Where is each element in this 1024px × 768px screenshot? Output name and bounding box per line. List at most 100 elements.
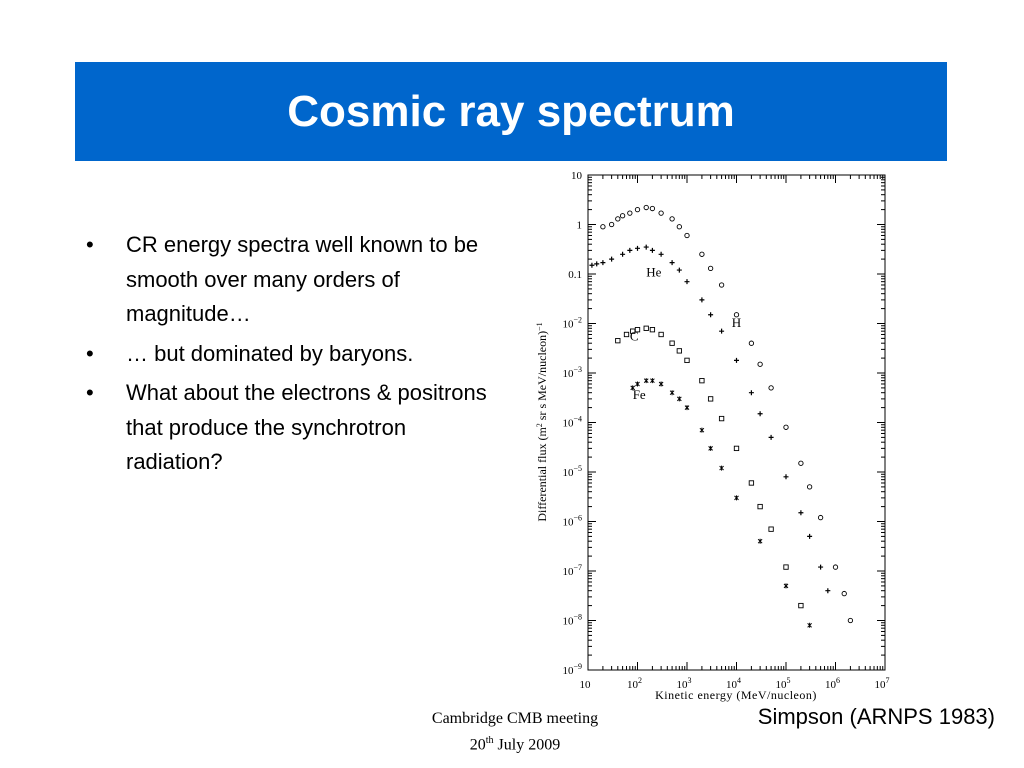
- data-point-he: [649, 247, 655, 253]
- bullet-icon: •: [86, 340, 94, 366]
- data-point-c: [615, 338, 621, 344]
- y-axis-label-part: sr s MeV/nucleon): [535, 331, 549, 423]
- y-tick-exponent: −9: [573, 662, 582, 671]
- data-point-fe: [807, 622, 812, 628]
- y-tick-exponent: −8: [573, 613, 582, 622]
- footer-date-rest: July 2009: [493, 736, 561, 754]
- data-point-h: [684, 232, 690, 239]
- footer-date-day: 20: [469, 736, 486, 754]
- y-tick-base: 10: [562, 616, 574, 628]
- bullet-item: • CR energy spectra well known to be smo…: [86, 228, 496, 332]
- data-point-c: [718, 415, 725, 422]
- series-label-c: C: [630, 329, 639, 344]
- y-tick-base: 1: [577, 220, 583, 232]
- bullet-icon: •: [86, 232, 94, 257]
- x-tick-label: 106: [825, 676, 840, 691]
- data-point-h: [806, 484, 813, 490]
- y-tick-base: 10: [562, 517, 574, 529]
- data-point-h: [669, 216, 675, 222]
- y-axis-label: Differential flux (m2 sr s MeV/nucleon)−…: [535, 322, 550, 521]
- data-point-h: [658, 210, 664, 216]
- bullet-text: CR energy spectra well known to be smoot…: [126, 232, 479, 326]
- data-point-h: [832, 564, 839, 570]
- data-point-fe: [783, 583, 789, 589]
- y-axis-label-part: Differential flux (m: [535, 427, 549, 522]
- data-point-he: [589, 262, 595, 268]
- data-point-he: [757, 411, 763, 417]
- data-point-h: [768, 385, 774, 391]
- x-tick-label: 102: [627, 676, 642, 691]
- data-point-h: [699, 251, 705, 257]
- data-point-c: [768, 526, 774, 532]
- data-point-fe: [676, 396, 682, 402]
- data-point-he: [768, 434, 774, 440]
- data-point-c: [798, 602, 804, 609]
- data-point-he: [807, 533, 813, 539]
- data-point-he: [627, 247, 633, 253]
- y-tick-base: 10: [562, 467, 574, 479]
- data-point-h: [841, 590, 847, 597]
- data-point-h: [649, 205, 656, 212]
- data-point-he: [699, 297, 705, 303]
- bullet-list: • CR energy spectra well known to be smo…: [86, 228, 496, 485]
- data-point-he: [609, 256, 615, 262]
- y-axis-label-sup: 2: [535, 423, 544, 427]
- data-point-he: [620, 251, 626, 257]
- data-point-h: [634, 206, 641, 213]
- y-tick-exponent: −4: [573, 415, 582, 424]
- data-point-he: [798, 510, 804, 516]
- data-point-h: [619, 213, 626, 219]
- plot-frame: [587, 174, 886, 671]
- y-tick-label: 10: [571, 170, 583, 182]
- y-tick-exponent: −3: [573, 365, 582, 374]
- data-point-he: [643, 244, 649, 250]
- data-point-c: [658, 331, 664, 338]
- data-point-h: [733, 312, 740, 318]
- bullet-icon: •: [86, 380, 94, 405]
- data-point-he: [669, 260, 675, 266]
- y-tick-base: 10: [562, 665, 574, 677]
- bullet-text: What about the electrons & positrons tha…: [126, 380, 487, 474]
- footer-date: 20th July 2009: [360, 730, 670, 756]
- data-point-fe: [708, 445, 713, 451]
- data-point-fe: [658, 381, 664, 387]
- bullet-text: … but dominated by baryons.: [126, 340, 414, 366]
- x-tick-base: 10: [776, 679, 788, 691]
- axis-ticks: [587, 175, 885, 671]
- data-point-fe: [635, 381, 640, 387]
- y-tick-base: 10: [571, 170, 583, 182]
- bullet-item: • … but dominated by baryons.: [86, 337, 496, 372]
- data-point-h: [627, 210, 633, 216]
- data-point-he: [594, 261, 600, 267]
- x-tick-exponent: 7: [886, 676, 890, 685]
- x-tick-exponent: 6: [836, 676, 840, 685]
- x-tick-label: 10: [580, 679, 592, 691]
- slide-title: Cosmic ray spectrum: [287, 86, 735, 136]
- series-label-he: He: [646, 264, 661, 279]
- data-point-c: [733, 445, 740, 452]
- data-point-he: [676, 267, 682, 273]
- y-tick-label: 10−7: [562, 563, 582, 578]
- data-point-he: [658, 251, 664, 257]
- y-tick-base: 10: [562, 418, 574, 430]
- data-point-h: [783, 424, 789, 430]
- x-tick-base: 10: [677, 679, 689, 691]
- x-axis-label: Kinetic energy (MeV/nucleon): [655, 688, 817, 702]
- data-point-c: [634, 327, 641, 333]
- data-point-c: [649, 327, 656, 333]
- x-tick-label: 104: [726, 676, 741, 691]
- y-tick-label: 10−9: [562, 662, 582, 677]
- data-point-fe: [699, 427, 705, 433]
- y-tick-base: 10: [562, 368, 574, 380]
- data-point-h: [748, 340, 755, 346]
- y-tick-label: 10−3: [562, 365, 582, 380]
- data-point-c: [707, 396, 714, 402]
- data-point-h: [718, 282, 725, 288]
- data-point-he: [684, 279, 690, 285]
- data-point-c: [757, 503, 763, 510]
- data-point-h: [600, 224, 606, 230]
- data-point-h: [608, 221, 615, 228]
- y-tick-label: 10−8: [562, 613, 582, 628]
- data-point-he: [708, 312, 714, 318]
